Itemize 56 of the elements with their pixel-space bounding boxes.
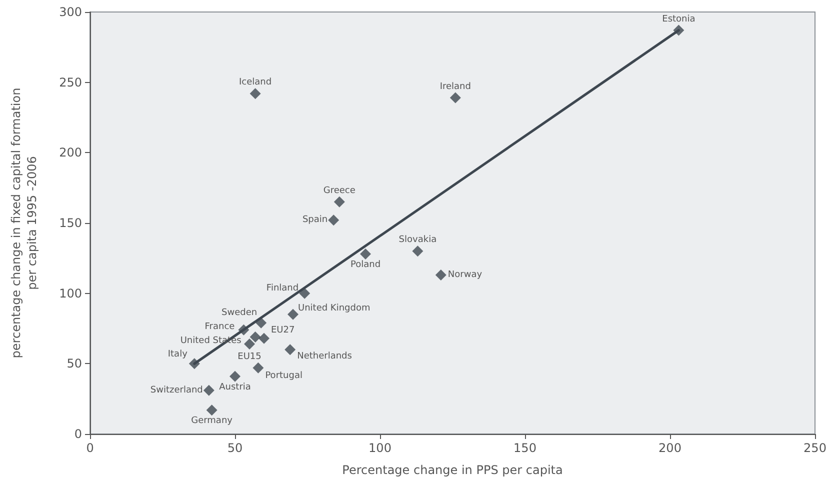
- annotation: Netherlands: [297, 352, 352, 362]
- y-tick-label: 250: [59, 75, 82, 90]
- y-axis-title: percentage change in fixed capital formation per capita 1995 -2006: [9, 88, 39, 358]
- point: [412, 246, 424, 257]
- annotation: Finland: [266, 283, 299, 294]
- annotation: Sweden: [222, 308, 258, 318]
- point: [258, 332, 270, 344]
- point: [450, 92, 461, 104]
- point: [284, 344, 296, 356]
- y-tick-label: 300: [59, 5, 82, 19]
- annotation: Ireland: [440, 82, 471, 92]
- y-tick-label: 200: [59, 146, 82, 160]
- x-tick-label: 250: [804, 441, 826, 455]
- annotation: Austria: [219, 382, 251, 392]
- annotation: Poland: [350, 260, 381, 270]
- x-tick-label: 200: [658, 441, 682, 455]
- point: [238, 324, 250, 336]
- point: [256, 317, 267, 328]
- point: [288, 308, 298, 320]
- annotation: Norway: [448, 270, 483, 280]
- point: [188, 358, 200, 370]
- y-tick-label: 150: [59, 216, 82, 230]
- x-axis-title: Percentage change in PPS per capita: [342, 463, 563, 477]
- x-tick-label: 0: [86, 441, 94, 455]
- annotation: Slovakia: [398, 235, 437, 246]
- point: [328, 214, 340, 226]
- point: [250, 88, 261, 100]
- y-tick-label: 100: [59, 286, 82, 300]
- y-tick-label: 50: [66, 356, 82, 371]
- point: [435, 270, 446, 281]
- x-tick-label: 100: [368, 441, 392, 455]
- annotation: EU15: [238, 352, 262, 362]
- point: [673, 24, 684, 36]
- annotation: Portugal: [265, 370, 302, 381]
- annotation: United Kingdom: [298, 303, 370, 314]
- point: [206, 404, 218, 416]
- point: [334, 196, 345, 208]
- point: [250, 331, 261, 342]
- x-tick-label: 50: [227, 441, 243, 455]
- annotation: France: [204, 322, 236, 332]
- annotation: EU27: [271, 325, 295, 336]
- point: [360, 248, 371, 260]
- annotation: Estonia: [662, 14, 696, 24]
- y-tick-label: 0: [74, 427, 82, 441]
- annotation: Greece: [323, 186, 356, 196]
- point: [244, 338, 255, 350]
- annotation: Spain: [302, 215, 328, 226]
- x-tick-label: 150: [514, 441, 536, 455]
- annotation: Switzerland: [150, 385, 203, 396]
- point: [230, 370, 240, 382]
- annotation: Italy: [168, 350, 188, 360]
- point: [203, 384, 214, 396]
- annotation: Iceland: [239, 78, 272, 88]
- point: [252, 362, 264, 374]
- annotation: Germany: [191, 416, 234, 426]
- point: [299, 288, 310, 299]
